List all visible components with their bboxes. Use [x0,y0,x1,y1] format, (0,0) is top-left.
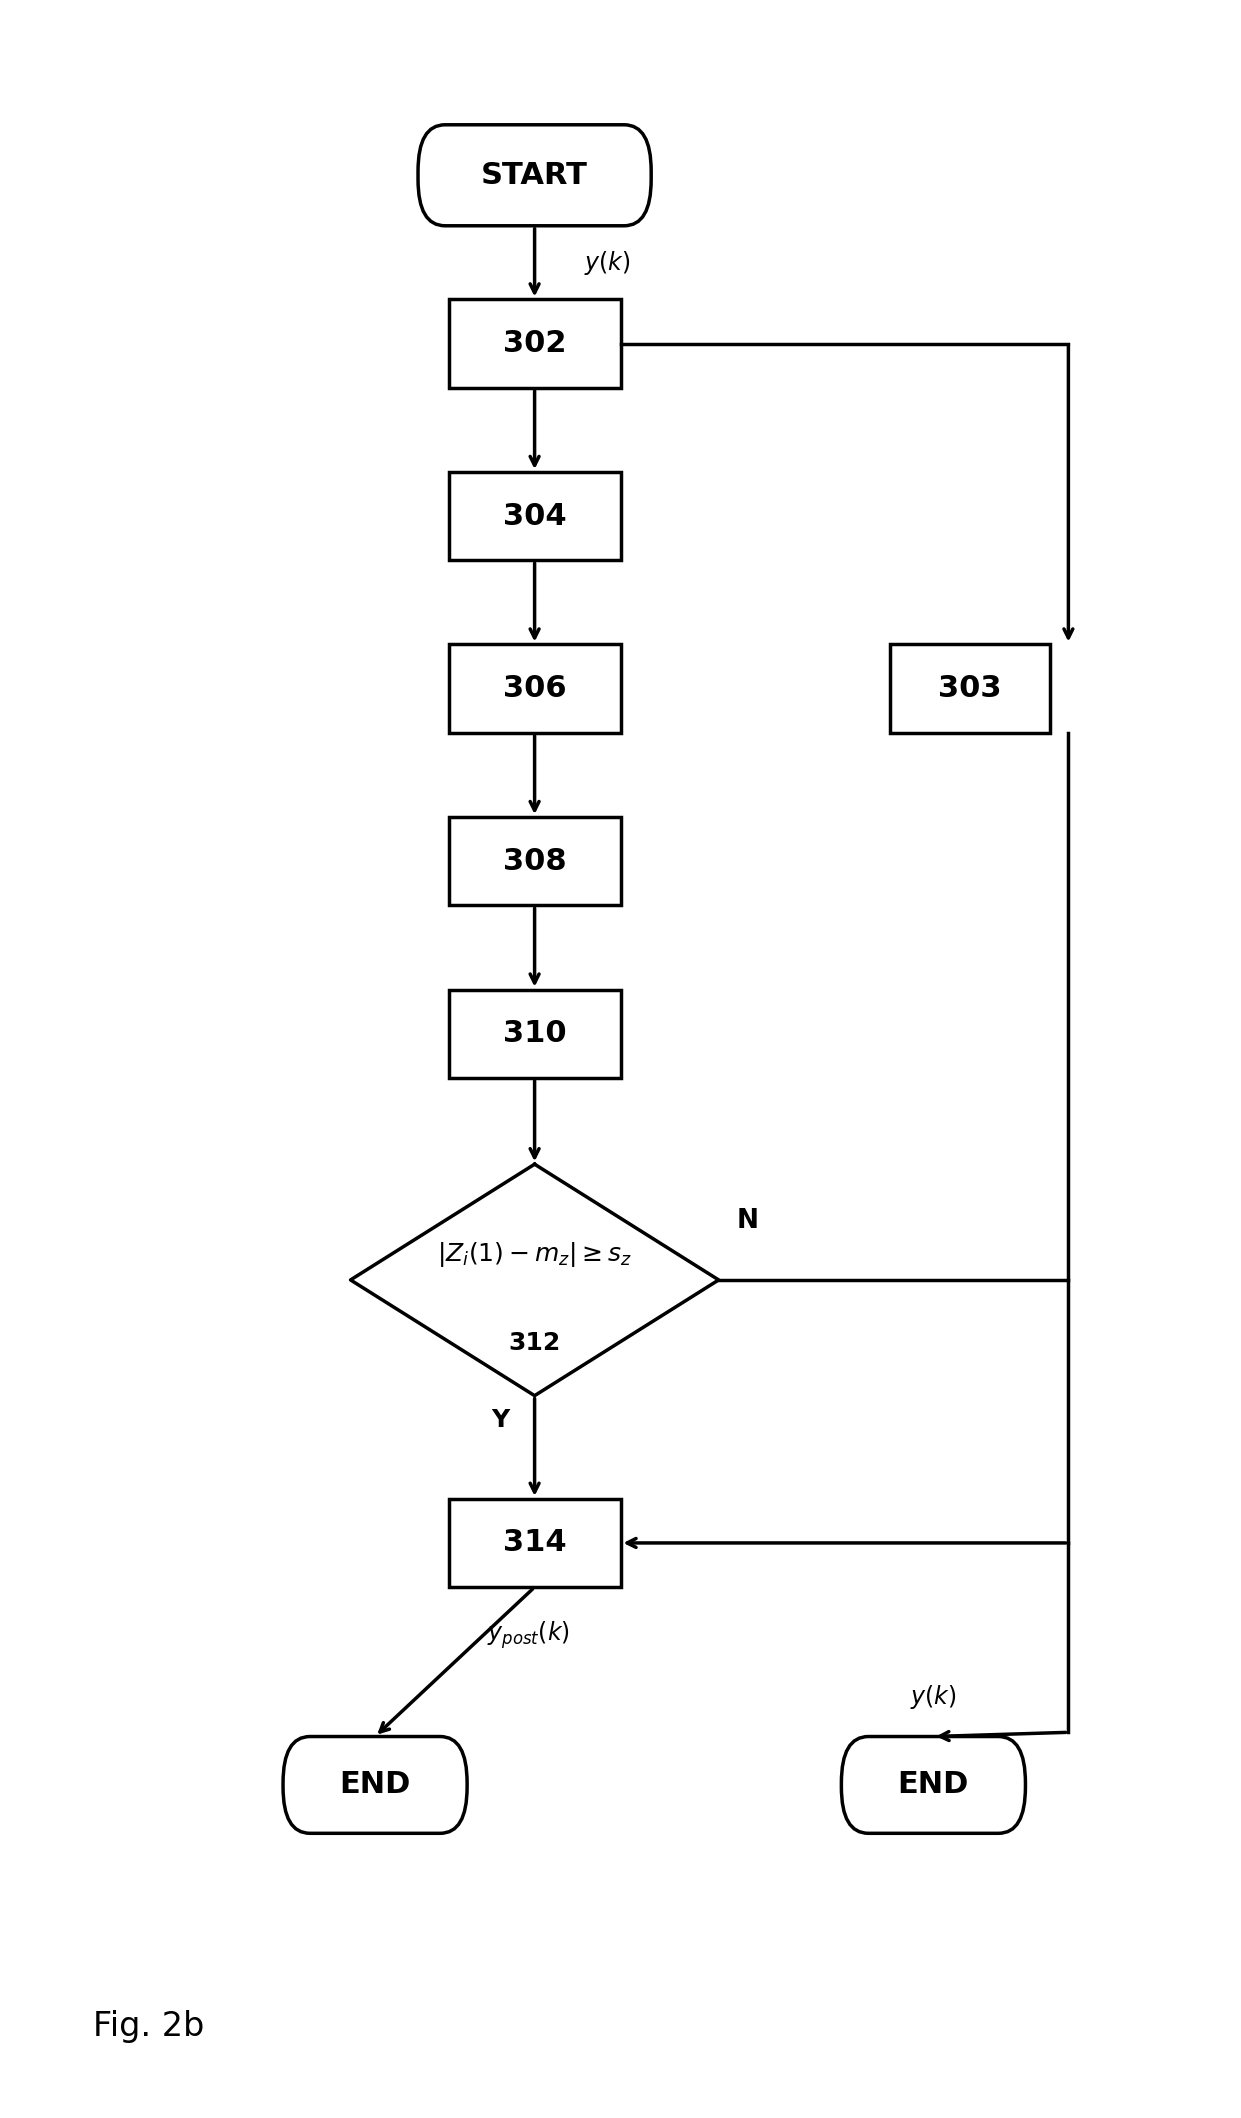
Text: Y: Y [491,1408,509,1432]
Text: 304: 304 [503,502,566,532]
Bar [449,472,620,561]
Text: 314: 314 [503,1529,566,1557]
Text: 306: 306 [503,674,566,703]
Text: 312: 312 [509,1330,561,1356]
Text: $y(k)$: $y(k)$ [910,1684,957,1711]
Text: $y(k)$: $y(k)$ [583,248,630,277]
FancyBboxPatch shape [283,1737,467,1834]
Bar [449,299,620,388]
Bar [449,989,620,1078]
Bar [449,1500,620,1586]
Text: Fig. 2b: Fig. 2b [93,2010,205,2044]
Bar [449,818,620,904]
Text: 308: 308 [503,847,566,875]
Bar [449,644,620,733]
Text: END: END [897,1771,969,1800]
Text: $y_{post}(k)$: $y_{post}(k)$ [486,1620,570,1652]
Bar [891,644,1050,733]
Text: START: START [482,161,588,191]
Text: N: N [737,1207,759,1233]
Text: 302: 302 [503,328,566,358]
Text: 303: 303 [938,674,1001,703]
Text: END: END [339,1771,411,1800]
Text: $|Z_i(1) - m_z| \geq s_z$: $|Z_i(1) - m_z| \geq s_z$ [437,1241,632,1269]
FancyBboxPatch shape [841,1737,1025,1834]
FancyBboxPatch shape [418,125,652,227]
Text: 310: 310 [503,1019,566,1048]
